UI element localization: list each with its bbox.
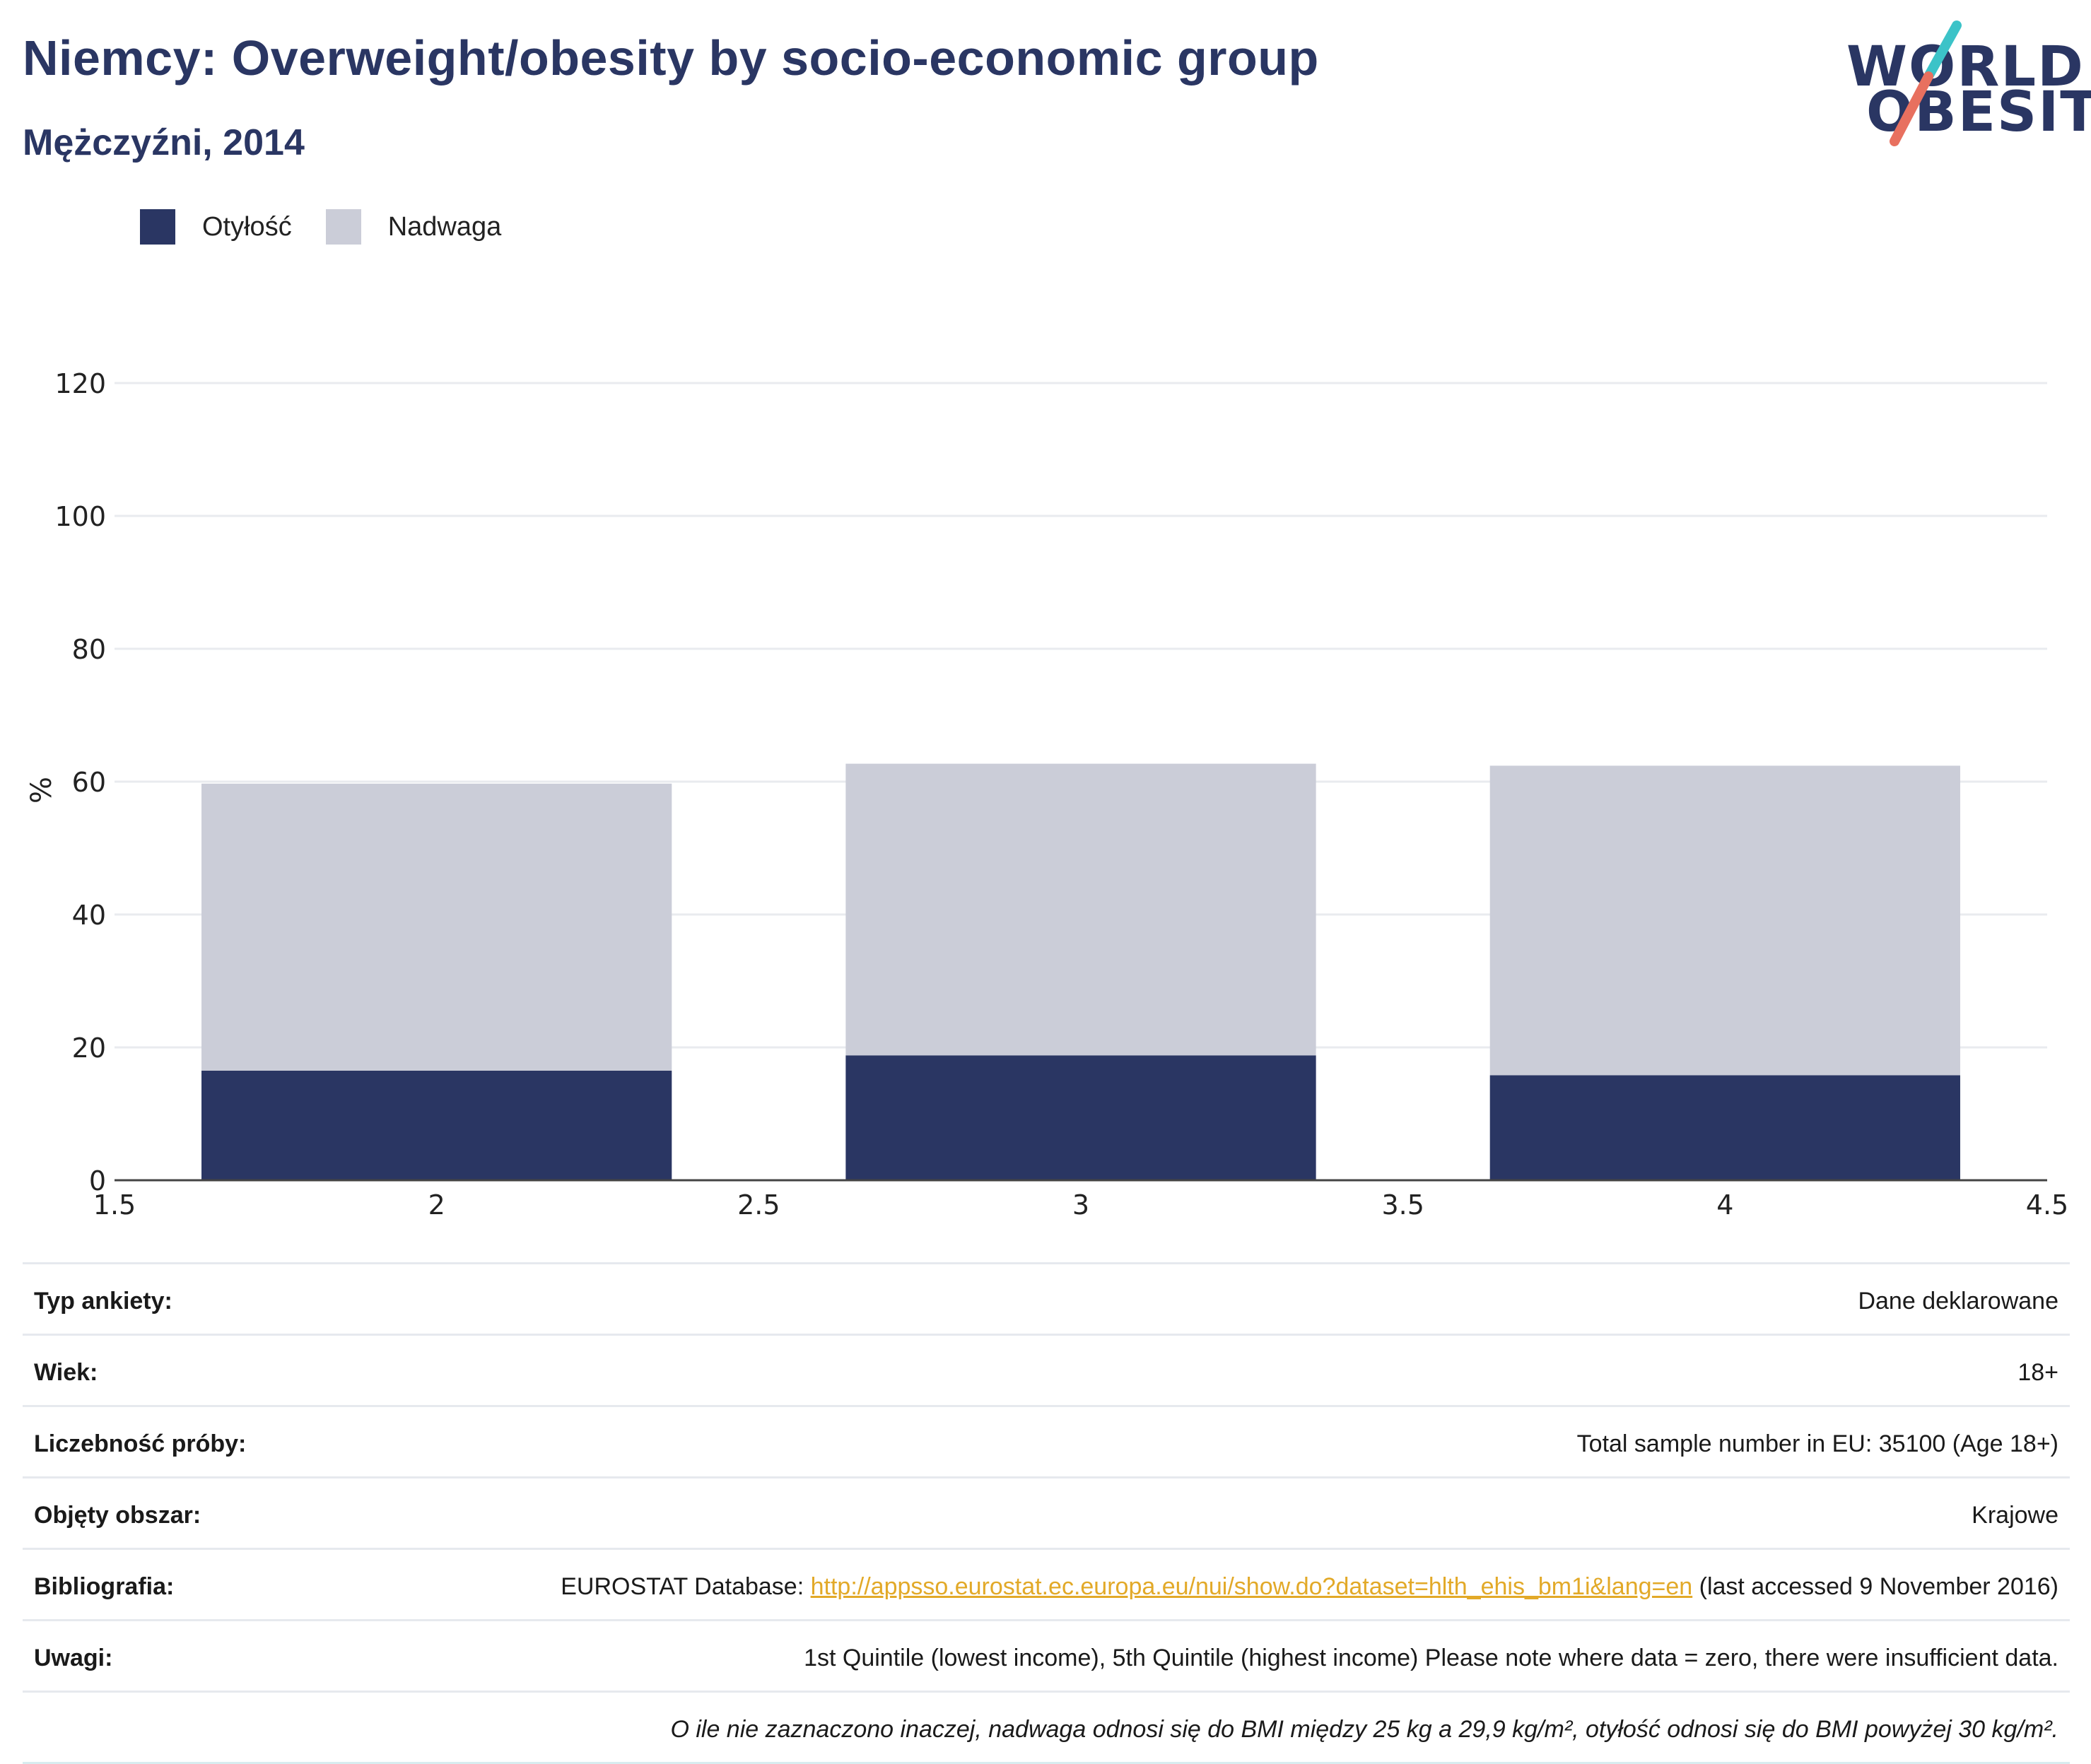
- x-tick-label: 4: [1716, 1189, 1733, 1221]
- footnote-text: O ile nie zaznaczono inaczej, nadwaga od…: [670, 1716, 2058, 1743]
- bibliography-suffix: (last accessed 9 November 2016): [1692, 1573, 2058, 1600]
- bar-obesity: [845, 1055, 1316, 1180]
- legend-swatch-overweight: [325, 209, 361, 245]
- info-row-bibliography: Bibliografia: EUROSTAT Database: http://…: [23, 1550, 2070, 1621]
- info-value: EUROSTAT Database: http://appsso.eurosta…: [561, 1570, 2058, 1604]
- chart-subtitle: Mężczyźni, 2014: [23, 122, 305, 163]
- y-tick-label: 120: [54, 368, 106, 399]
- chart-legend: Otyłość Nadwaga: [140, 209, 535, 245]
- bar-obesity: [1489, 1075, 1960, 1180]
- info-label: Typ ankiety:: [34, 1288, 172, 1315]
- y-tick-label: 100: [54, 501, 106, 532]
- world-obesity-logo: WORLD OBESITY: [1838, 20, 2091, 154]
- bibliography-link[interactable]: http://appsso.eurostat.ec.europa.eu/nui/…: [810, 1573, 1693, 1600]
- logo-slash-icon: [1890, 20, 1962, 146]
- x-tick-label: 2: [428, 1189, 445, 1221]
- info-row-survey-type: Typ ankiety: Dane deklarowane: [23, 1264, 2070, 1336]
- bibliography-prefix: EUROSTAT Database:: [561, 1573, 811, 1600]
- info-value: 1st Quintile (lowest income), 5th Quinti…: [804, 1645, 2058, 1671]
- legend-item-obesity[interactable]: Otyłość: [140, 209, 292, 245]
- info-table: Typ ankiety: Dane deklarowane Wiek: 18+ …: [23, 1262, 2070, 1764]
- y-tick-label: 20: [72, 1033, 106, 1064]
- legend-swatch-obesity: [140, 209, 175, 245]
- legend-label-overweight: Nadwaga: [387, 211, 502, 242]
- info-value: 18+: [2017, 1359, 2058, 1386]
- bar-overweight: [1489, 765, 1960, 1076]
- bar-overweight: [201, 783, 672, 1071]
- y-tick-label: 60: [72, 767, 106, 798]
- y-tick-label: 80: [72, 634, 106, 665]
- bar-overweight: [845, 763, 1316, 1056]
- info-row-footnote: O ile nie zaznaczono inaczej, nadwaga od…: [23, 1693, 2070, 1764]
- bar-chart: 0 20 40 60 80 100 120% 1.5 2 2.5 3 3.5 4 4.5: [25, 368, 2068, 1221]
- info-row-area: Objęty obszar: Krajowe: [23, 1478, 2070, 1550]
- info-row-sample: Liczebność próby: Total sample number in…: [23, 1407, 2070, 1478]
- x-tick-label: 3: [1072, 1189, 1089, 1221]
- x-tick-label: 3.5: [1381, 1189, 1424, 1221]
- info-row-age: Wiek: 18+: [23, 1336, 2070, 1407]
- logo-line1: WORLD: [1846, 35, 2085, 99]
- info-label: Objęty obszar:: [34, 1502, 201, 1529]
- legend-label-obesity: Otyłość: [202, 211, 292, 242]
- info-value: Dane deklarowane: [1858, 1288, 2058, 1315]
- bar-obesity: [201, 1070, 672, 1180]
- chart-title: Niemcy: Overweight/obesity by socio-econ…: [23, 30, 1319, 86]
- x-tick-label: 2.5: [737, 1189, 780, 1221]
- info-label: Liczebność próby:: [34, 1430, 247, 1457]
- info-label: Bibliografia:: [34, 1573, 175, 1600]
- legend-item-overweight[interactable]: Nadwaga: [325, 209, 502, 245]
- info-value: Krajowe: [1972, 1502, 2058, 1529]
- x-tick-label: 4.5: [2026, 1189, 2068, 1221]
- info-value: Total sample number in EU: 35100 (Age 18…: [1576, 1430, 2058, 1457]
- y-tick-label: 0: [89, 1165, 106, 1196]
- x-tick-label: 1.5: [93, 1189, 136, 1221]
- info-label: Wiek:: [34, 1359, 98, 1386]
- y-axis-label: %: [25, 777, 58, 804]
- info-label: Uwagi:: [34, 1645, 113, 1671]
- info-row-notes: Uwagi: 1st Quintile (lowest income), 5th…: [23, 1621, 2070, 1693]
- y-tick-label: 40: [72, 900, 106, 931]
